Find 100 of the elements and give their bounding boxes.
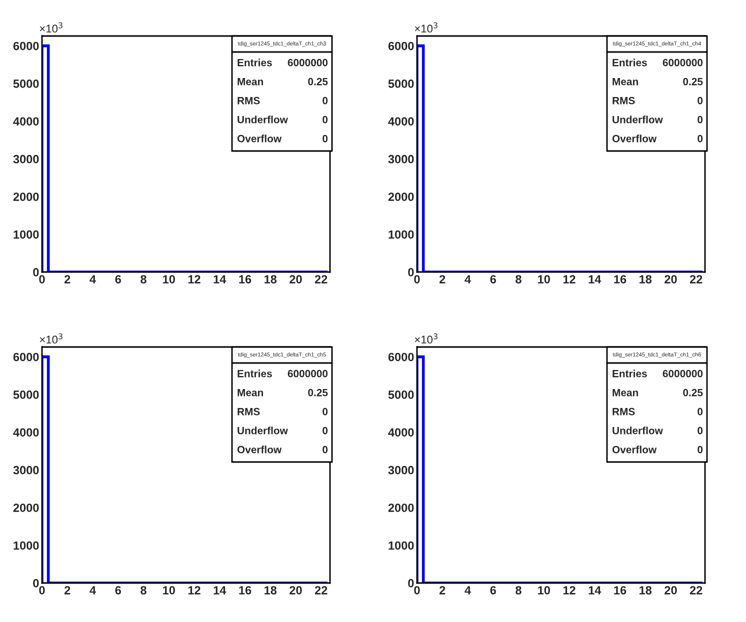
annotation: 0 — [698, 96, 703, 104]
annotation: 0 — [322, 446, 328, 454]
y-tick-label: 5000 — [13, 80, 39, 88]
annotation: Overflow — [237, 446, 282, 454]
x-tick-label: 4 — [90, 586, 96, 594]
y-axis-title: ×10$^{3}$ — [414, 22, 438, 33]
x-tick-label: 0 — [39, 275, 45, 284]
annotation: 0 — [698, 116, 703, 124]
x-tick-label: 4 — [464, 275, 471, 284]
annotation: 0 — [322, 408, 328, 416]
y-tick-label: 5000 — [388, 80, 414, 88]
annotation: Overflow — [237, 134, 282, 142]
x-tick-label: 6 — [490, 586, 496, 594]
annotation: Overflow — [612, 446, 657, 454]
x-tick-label: 16 — [239, 586, 252, 594]
y-tick-label: 4000 — [388, 428, 414, 437]
annotation: 0.25 — [683, 78, 703, 86]
x-tick-label: 14 — [214, 275, 226, 284]
x-tick-label: 8 — [140, 586, 146, 594]
x-tick-label: 10 — [163, 275, 175, 284]
y-tick-label: 5000 — [388, 390, 414, 399]
annotation: RMS — [238, 408, 260, 416]
annotation: RMS — [612, 408, 635, 416]
x-tick-label: 14 — [588, 586, 602, 594]
x-tick-label: 4 — [464, 586, 471, 594]
x-tick-label: 6 — [490, 275, 496, 284]
x-tick-label: 2 — [440, 586, 446, 594]
x-tick-label: 12 — [188, 586, 200, 594]
x-tick-label: 2 — [64, 586, 70, 594]
annotation: Underflow — [238, 116, 288, 124]
annotation: 0 — [322, 116, 328, 124]
x-tick-label: 20 — [290, 586, 302, 594]
y-tick-label: 1000 — [14, 541, 39, 550]
x-tick-label: 10 — [538, 586, 550, 594]
annotation: Entries — [238, 58, 272, 66]
annotation: Mean — [238, 389, 263, 396]
annotation: 0 — [698, 134, 703, 142]
x-tick-label: 12 — [188, 275, 200, 284]
x-tick-label: 18 — [264, 586, 277, 594]
x-tick-label: 0 — [39, 586, 45, 594]
x-tick-label: 8 — [516, 275, 522, 284]
y-tick-label: 0 — [33, 268, 39, 276]
y-axis-title: ×10$^{3}$ — [40, 22, 62, 33]
annotation: Mean — [238, 78, 263, 86]
y-tick-label: 0 — [33, 579, 39, 588]
x-tick-label: 10 — [538, 275, 550, 284]
y-tick-label: 6000 — [388, 42, 414, 50]
annotation: 6000000 — [288, 58, 328, 66]
x-tick-label: 18 — [264, 275, 277, 284]
y-tick-label: 0 — [408, 579, 414, 588]
x-tick-label: 6 — [115, 586, 121, 594]
y-tick-label: 2000 — [388, 192, 414, 201]
y-tick-label: 2000 — [13, 192, 39, 201]
x-tick-label: 18 — [640, 586, 652, 594]
y-tick-label: 1000 — [388, 541, 414, 550]
x-tick-label: 0 — [414, 586, 420, 594]
annotation: 0.25 — [308, 388, 328, 396]
x-tick-label: 2 — [440, 275, 446, 284]
annotation: Underflow — [238, 426, 288, 434]
x-tick-label: 0 — [414, 275, 420, 284]
x-tick-label: 10 — [163, 586, 175, 594]
x-tick-label: 20 — [664, 586, 677, 594]
x-tick-label: 16 — [614, 275, 626, 284]
x-tick-label: 4 — [90, 275, 96, 284]
y-tick-label: 4000 — [13, 117, 39, 126]
y-tick-label: 6000 — [388, 352, 414, 362]
annotation: 0 — [698, 446, 703, 454]
y-tick-label: 3000 — [13, 466, 39, 474]
y-tick-label: 6000 — [13, 42, 39, 50]
y-tick-label: 1000 — [388, 230, 414, 239]
annotation: 0 — [698, 408, 703, 416]
y-tick-label: 0 — [408, 268, 414, 276]
y-axis-title: ×10$^{3}$ — [40, 333, 62, 344]
annotation: RMS — [612, 96, 635, 104]
annotation: Mean — [612, 78, 638, 86]
x-tick-label: 12 — [563, 275, 576, 284]
x-tick-label: 8 — [140, 275, 146, 284]
annotation: 0 — [322, 96, 328, 104]
annotation: Entries — [612, 370, 647, 378]
x-tick-label: 8 — [516, 586, 522, 594]
x-tick-label: 2 — [64, 275, 70, 284]
annotation: Entries — [238, 370, 272, 378]
y-tick-label: 3000 — [388, 154, 414, 164]
y-tick-label: 2000 — [13, 504, 39, 512]
x-tick-label: 14 — [588, 275, 602, 284]
y-tick-label: 3000 — [388, 466, 414, 474]
annotation: 0 — [698, 426, 703, 434]
x-tick-label: 20 — [664, 275, 677, 284]
annotation: RMS — [238, 96, 260, 104]
annotation: Entries — [612, 58, 647, 66]
annotation: 0 — [322, 426, 328, 434]
y-tick-label: 5000 — [13, 390, 39, 399]
x-tick-label: 16 — [614, 586, 626, 594]
annotation: Overflow — [612, 134, 657, 142]
x-tick-label: 14 — [214, 586, 226, 594]
y-tick-label: 4000 — [13, 428, 39, 437]
annotation: 6000000 — [662, 58, 703, 66]
x-tick-label: 22 — [690, 586, 702, 594]
x-tick-label: 6 — [115, 275, 121, 284]
annotation: Underflow — [612, 426, 663, 434]
